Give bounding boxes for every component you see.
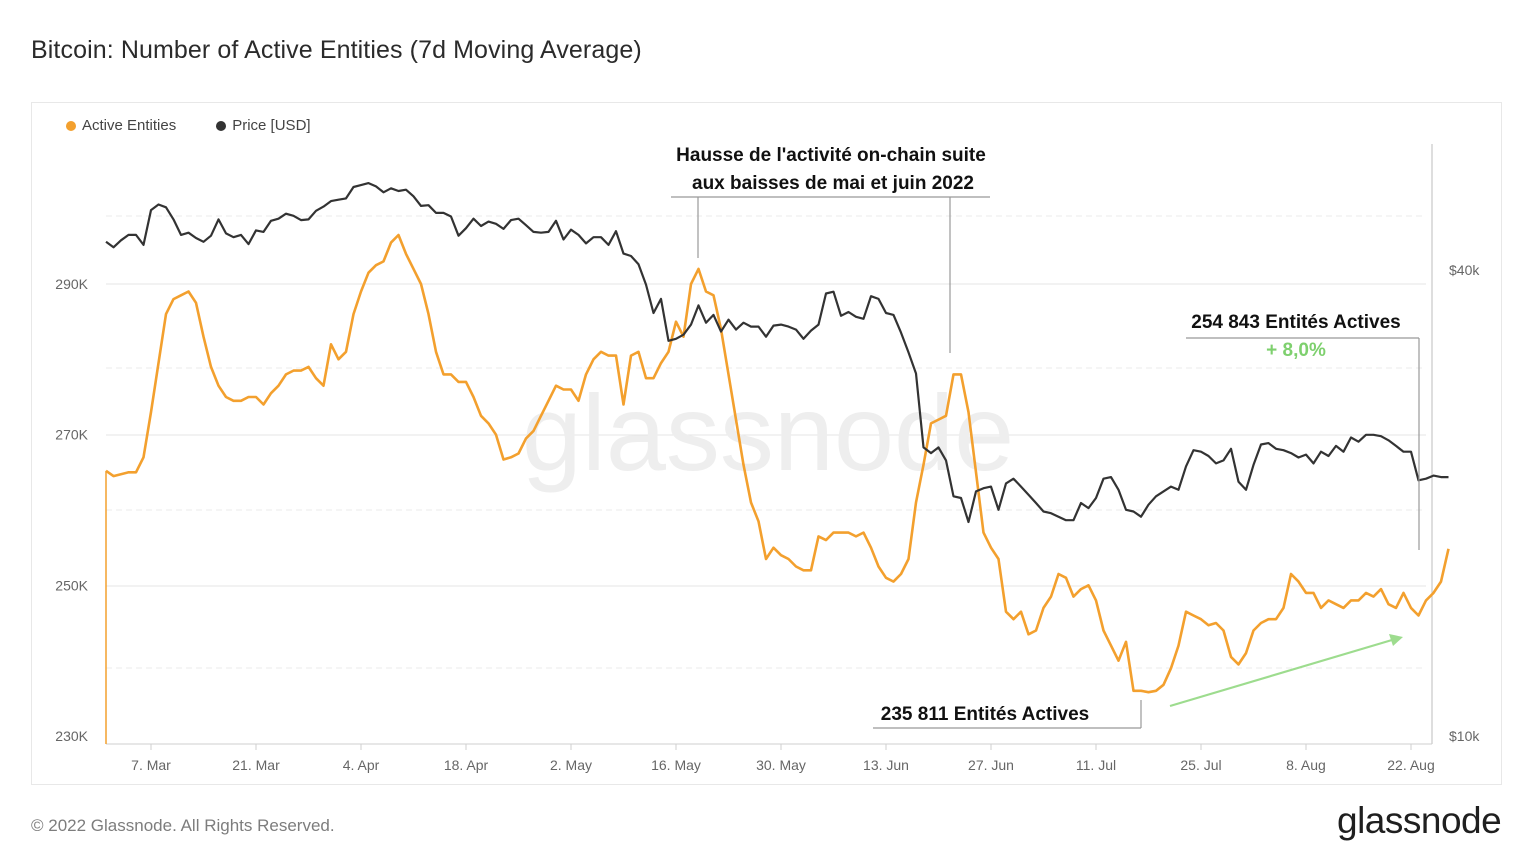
trend-arrow-head (1389, 634, 1403, 646)
axis-layer: 230K 250K 270K 290K $10k $40k 7. Mar 21. Mar 4. … (55, 144, 1480, 773)
y-left-tick-label: 290K (55, 276, 88, 292)
x-tick-label: 16. May (651, 757, 701, 773)
x-tick-label: 7. Mar (131, 757, 171, 773)
y-left-tick-label: 250K (55, 577, 88, 593)
copyright-notice: © 2022 Glassnode. All Rights Reserved. (31, 816, 335, 835)
legend-swatch-active-entities (66, 120, 76, 131)
legend-item-active-entities[interactable]: Active Entities (66, 117, 176, 134)
legend-swatch-price (216, 120, 227, 131)
series-line-active-entities (105, 233, 1450, 694)
x-tick-label: 22. Aug (1387, 757, 1435, 773)
x-tick-label: 11. Jul (1076, 757, 1116, 773)
chart-title: Bitcoin: Number of Active Entities (7d M… (31, 36, 642, 64)
annotation-current-value: 254 843 Entités Actives (1191, 312, 1400, 333)
grid-layer (106, 215, 1426, 669)
y-right-tick-label: $40k (1449, 262, 1480, 278)
annotation-layer: Hausse de l'activité on-chain suite aux … (671, 145, 1420, 729)
series-layer (105, 182, 1450, 744)
x-tick-label: 27. Jun (968, 757, 1014, 773)
glassnode-logo: glassnode (1337, 800, 1502, 841)
watermark: glassnode (522, 372, 1014, 493)
x-tick-label: 2. May (550, 757, 592, 773)
annotation-current-change: + 8,0% (1266, 340, 1326, 361)
x-tick-label: 21. Mar (232, 757, 280, 773)
x-tick-label: 30. May (756, 757, 806, 773)
y-left-tick-label: 270K (55, 427, 88, 443)
legend-label-price: Price [USD] (232, 117, 311, 134)
y-right-tick-label: $10k (1449, 728, 1480, 744)
annotation-low-value: 235 811 Entités Actives (881, 704, 1089, 725)
annotation-peak-line1: Hausse de l'activité on-chain suite (676, 145, 986, 166)
x-tick-label: 13. Jun (863, 757, 909, 773)
legend-item-price[interactable]: Price [USD] (216, 117, 311, 134)
annotation-peak-line2: aux baisses de mai et juin 2022 (692, 173, 974, 194)
series-line-price (105, 182, 1449, 524)
x-tick-label: 18. Apr (444, 757, 489, 773)
x-tick-label: 8. Aug (1286, 757, 1326, 773)
chart-legend: Active Entities Price [USD] (66, 117, 311, 134)
x-tick-label: 25. Jul (1180, 757, 1221, 773)
x-tick-label: 4. Apr (343, 757, 380, 773)
trend-arrow-shaft (1169, 638, 1393, 708)
y-left-tick-label: 230K (55, 728, 88, 744)
chart-frame (31, 102, 1502, 785)
legend-label-active-entities: Active Entities (82, 117, 177, 134)
